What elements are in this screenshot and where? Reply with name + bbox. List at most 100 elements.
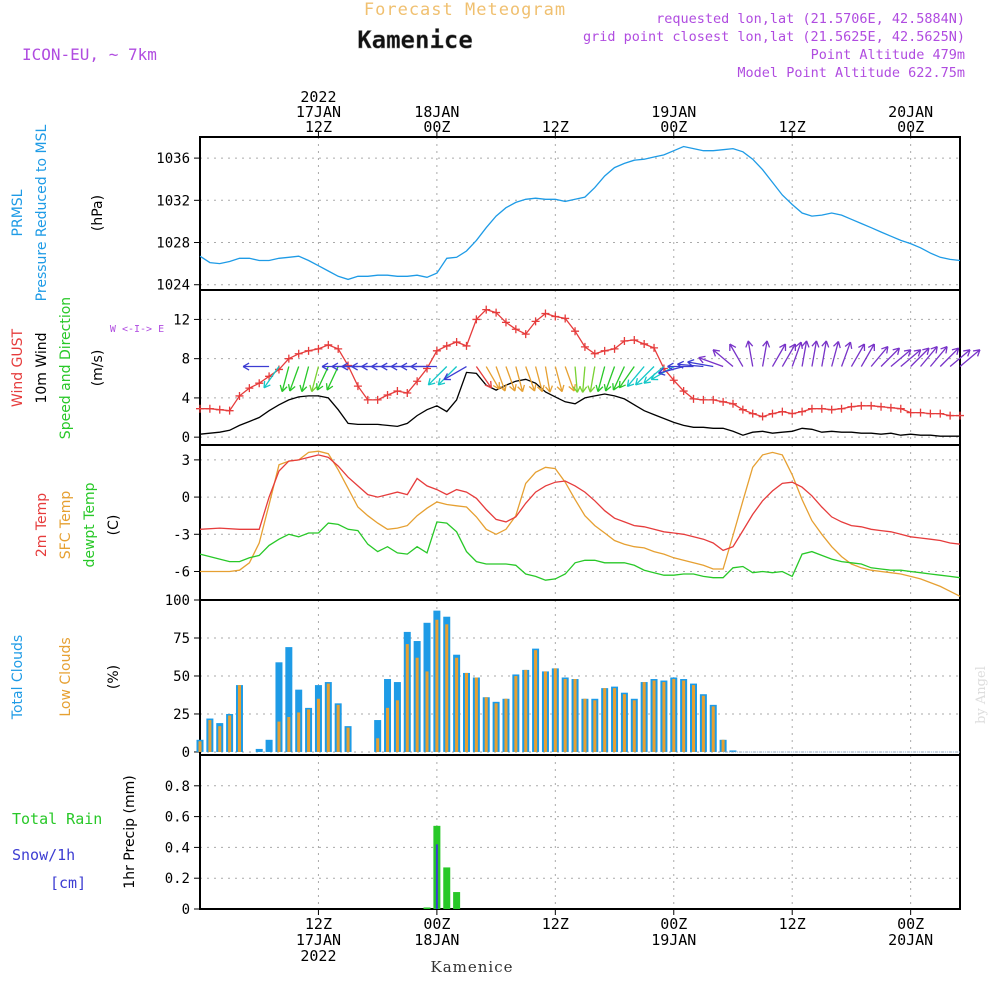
low-cloud-bar xyxy=(287,717,291,752)
pressure-panel-frame xyxy=(199,136,961,291)
clouds-tick-label: 75 xyxy=(173,631,190,647)
wind-arrow-head xyxy=(618,380,626,389)
gust-marker xyxy=(778,407,787,416)
top-time-label: 00Z xyxy=(423,118,450,136)
temp-label-2m: 2m Temp xyxy=(34,493,50,557)
info-line-3: Point Altitude 479m xyxy=(811,47,965,63)
precip-label-cm: [cm] xyxy=(50,874,86,892)
wind-arrow xyxy=(475,366,492,389)
wind-arrow-head xyxy=(528,384,537,392)
wind-arrow xyxy=(729,343,744,367)
wind-arrow-head xyxy=(972,349,981,357)
wind-label-speeddir: Speed and Direction xyxy=(58,297,74,439)
wind-arrow xyxy=(485,366,500,390)
wind-arrow xyxy=(687,361,714,368)
top-time-label: 19JAN xyxy=(651,103,696,121)
wind-arrow-head xyxy=(667,362,674,371)
gust-marker xyxy=(294,349,303,358)
wind-arrow-head xyxy=(811,340,820,348)
gust-marker xyxy=(353,382,362,391)
wind-arrow xyxy=(554,366,563,392)
page-title: Kamenice xyxy=(357,26,473,54)
precip-tick-label: 0.4 xyxy=(165,840,190,856)
precip-unit: 1hr Precip (mm) xyxy=(122,775,138,888)
wind-arrow-head xyxy=(635,378,643,386)
gust-marker xyxy=(857,401,866,410)
bottom-time-label: 12Z xyxy=(542,915,569,933)
wind-arrow xyxy=(574,366,578,393)
wind-arrow-head xyxy=(833,340,841,349)
gust-marker xyxy=(719,397,728,406)
wind-arrow-head xyxy=(410,362,418,371)
gust-marker xyxy=(600,346,609,355)
wind-arrow xyxy=(870,346,889,367)
low-cloud-bar xyxy=(435,619,439,752)
precip-label-rain: Total Rain xyxy=(12,810,102,828)
wind-arrow xyxy=(582,366,586,393)
wind-arrow-head xyxy=(263,380,271,389)
gust-marker xyxy=(590,349,599,358)
bottom-time-label: 2022 xyxy=(300,947,336,965)
wind-arrow xyxy=(860,343,875,367)
wind-arrow-head xyxy=(922,347,930,356)
wind-arrow xyxy=(618,366,635,389)
wind-arrow-head xyxy=(499,384,507,392)
gust-marker xyxy=(284,354,293,363)
wind10m-line xyxy=(199,371,960,437)
wind-arrow-head xyxy=(242,362,250,371)
wind-arrow xyxy=(605,366,616,392)
wind-arrow xyxy=(771,343,787,367)
low-cloud-bar xyxy=(632,700,636,752)
wind-arrow-head xyxy=(963,349,971,357)
low-cloud-bar xyxy=(701,695,705,752)
low-cloud-bar xyxy=(652,680,656,752)
wind-arrow-head xyxy=(729,343,737,351)
gust-marker xyxy=(215,405,224,414)
wind-arrow-head xyxy=(331,362,339,371)
footer-label: Kamenice xyxy=(431,958,514,976)
wind-arrow xyxy=(801,340,808,367)
low-cloud-bar xyxy=(573,679,577,752)
gust-marker xyxy=(423,364,432,373)
gust-marker xyxy=(669,376,678,385)
low-cloud-bar xyxy=(662,682,666,752)
wind-arrow-head xyxy=(325,383,334,391)
gust-marker xyxy=(728,399,737,408)
wind-arrow-head xyxy=(341,362,349,371)
wind-arrow-head xyxy=(867,343,875,351)
wind-arrow xyxy=(311,366,320,392)
low-cloud-bar xyxy=(405,644,409,752)
wind-arrow-head xyxy=(437,378,446,386)
low-cloud-bar xyxy=(376,738,380,752)
low-cloud-bar xyxy=(307,709,311,752)
gust-marker xyxy=(235,391,244,400)
wind-arrow xyxy=(840,341,852,367)
low-cloud-bar xyxy=(415,657,419,752)
low-cloud-bar xyxy=(534,650,538,752)
wind-arrow-head xyxy=(380,362,388,371)
wind-arrow-head xyxy=(595,384,604,393)
gust-marker xyxy=(699,395,708,404)
wind-arrow-head xyxy=(801,340,810,348)
wind-arrow-head xyxy=(745,340,754,348)
sfc-temp-line xyxy=(200,450,961,597)
low-cloud-bar xyxy=(208,720,212,752)
wind-arrow-head xyxy=(677,360,685,369)
wind-arrow xyxy=(850,343,865,367)
wind-panel-frame xyxy=(199,289,961,446)
wind-unit: (m/s) xyxy=(90,350,106,387)
model-label: ICON-EU, ~ 7km xyxy=(22,45,157,64)
total-cloud-bar xyxy=(285,647,293,752)
gust-marker xyxy=(314,344,323,353)
top-time-label: 00Z xyxy=(897,118,924,136)
wind-arrow xyxy=(525,366,536,392)
gust-marker xyxy=(363,395,372,404)
wind-arrow xyxy=(821,340,827,367)
compass-rose: W <-I-> E xyxy=(110,324,164,335)
low-cloud-bar xyxy=(386,707,390,752)
pressure-tick-label: 1036 xyxy=(156,151,190,167)
wind-arrow-head xyxy=(930,345,938,354)
wind-arrow-head xyxy=(762,340,771,348)
low-cloud-bar xyxy=(494,703,498,752)
wind-arrow xyxy=(564,366,575,392)
